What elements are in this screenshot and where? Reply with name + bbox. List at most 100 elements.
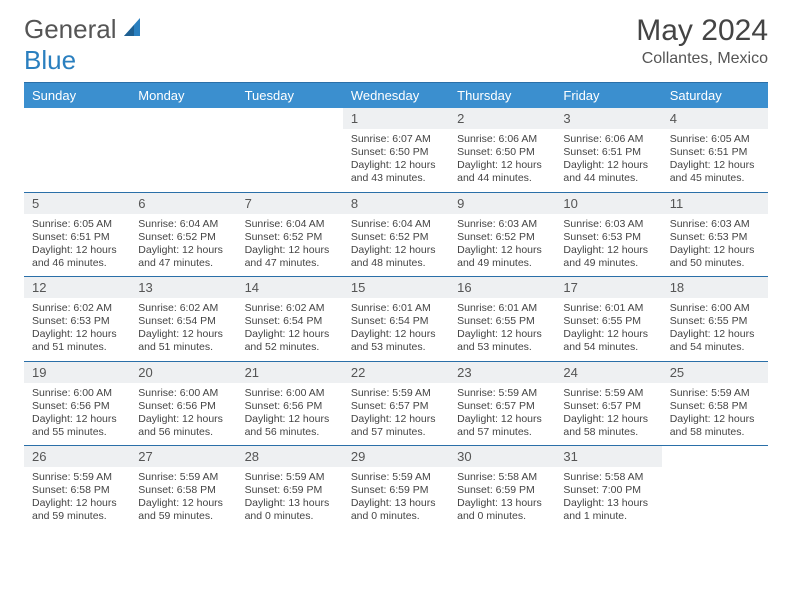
weekday-header: Thursday bbox=[449, 83, 555, 109]
day-line: Sunset: 6:55 PM bbox=[670, 315, 760, 328]
day-number: 12 bbox=[24, 277, 130, 298]
day-number: 1 bbox=[343, 108, 449, 129]
day-content: Sunrise: 6:06 AMSunset: 6:50 PMDaylight:… bbox=[449, 129, 555, 192]
calendar-day-cell: 27Sunrise: 5:59 AMSunset: 6:58 PMDayligh… bbox=[130, 446, 236, 530]
day-line: Daylight: 12 hours and 46 minutes. bbox=[32, 244, 122, 270]
day-line: Sunset: 6:52 PM bbox=[245, 231, 335, 244]
brand-logo: General Blue bbox=[24, 14, 146, 76]
day-number: 10 bbox=[555, 193, 661, 214]
day-content bbox=[24, 114, 130, 170]
day-content: Sunrise: 6:00 AMSunset: 6:56 PMDaylight:… bbox=[24, 383, 130, 446]
day-number: 26 bbox=[24, 446, 130, 467]
day-content: Sunrise: 6:03 AMSunset: 6:52 PMDaylight:… bbox=[449, 214, 555, 277]
day-line: Sunset: 6:56 PM bbox=[245, 400, 335, 413]
day-content: Sunrise: 6:04 AMSunset: 6:52 PMDaylight:… bbox=[343, 214, 449, 277]
day-line: Sunrise: 5:58 AM bbox=[457, 471, 547, 484]
day-line: Sunset: 6:58 PM bbox=[670, 400, 760, 413]
weekday-header: Friday bbox=[555, 83, 661, 109]
day-number: 17 bbox=[555, 277, 661, 298]
day-number: 16 bbox=[449, 277, 555, 298]
day-line: Daylight: 12 hours and 53 minutes. bbox=[351, 328, 441, 354]
day-line: Sunrise: 5:59 AM bbox=[351, 387, 441, 400]
day-content: Sunrise: 5:59 AMSunset: 6:58 PMDaylight:… bbox=[24, 467, 130, 530]
day-line: Sunrise: 5:59 AM bbox=[32, 471, 122, 484]
day-number: 13 bbox=[130, 277, 236, 298]
day-line: Daylight: 12 hours and 57 minutes. bbox=[457, 413, 547, 439]
calendar-day-cell: 4Sunrise: 6:05 AMSunset: 6:51 PMDaylight… bbox=[662, 108, 768, 192]
day-line: Sunrise: 6:00 AM bbox=[245, 387, 335, 400]
day-line: Sunrise: 5:59 AM bbox=[563, 387, 653, 400]
day-line: Sunset: 6:55 PM bbox=[563, 315, 653, 328]
day-line: Daylight: 12 hours and 44 minutes. bbox=[563, 159, 653, 185]
day-content: Sunrise: 5:58 AMSunset: 7:00 PMDaylight:… bbox=[555, 467, 661, 530]
calendar-day-cell: 9Sunrise: 6:03 AMSunset: 6:52 PMDaylight… bbox=[449, 192, 555, 277]
day-line: Daylight: 13 hours and 0 minutes. bbox=[245, 497, 335, 523]
day-line: Daylight: 12 hours and 47 minutes. bbox=[138, 244, 228, 270]
calendar-day-cell: 25Sunrise: 5:59 AMSunset: 6:58 PMDayligh… bbox=[662, 361, 768, 446]
day-content: Sunrise: 6:01 AMSunset: 6:54 PMDaylight:… bbox=[343, 298, 449, 361]
day-line: Daylight: 12 hours and 56 minutes. bbox=[245, 413, 335, 439]
day-number: 28 bbox=[237, 446, 343, 467]
day-content bbox=[237, 114, 343, 170]
day-content: Sunrise: 6:01 AMSunset: 6:55 PMDaylight:… bbox=[555, 298, 661, 361]
calendar-day-cell: 26Sunrise: 5:59 AMSunset: 6:58 PMDayligh… bbox=[24, 446, 130, 530]
calendar-day-cell: 11Sunrise: 6:03 AMSunset: 6:53 PMDayligh… bbox=[662, 192, 768, 277]
day-line: Sunrise: 6:06 AM bbox=[563, 133, 653, 146]
day-line: Sunset: 6:55 PM bbox=[457, 315, 547, 328]
day-line: Daylight: 12 hours and 51 minutes. bbox=[32, 328, 122, 354]
day-line: Sunset: 6:52 PM bbox=[351, 231, 441, 244]
day-line: Daylight: 12 hours and 58 minutes. bbox=[563, 413, 653, 439]
day-line: Sunset: 6:56 PM bbox=[138, 400, 228, 413]
day-content: Sunrise: 5:59 AMSunset: 6:58 PMDaylight:… bbox=[130, 467, 236, 530]
brand-text: General Blue bbox=[24, 14, 146, 76]
calendar-week-row: 5Sunrise: 6:05 AMSunset: 6:51 PMDaylight… bbox=[24, 192, 768, 277]
day-line: Sunset: 6:57 PM bbox=[351, 400, 441, 413]
day-line: Sunrise: 6:02 AM bbox=[245, 302, 335, 315]
calendar-week-row: 26Sunrise: 5:59 AMSunset: 6:58 PMDayligh… bbox=[24, 446, 768, 530]
weekday-header: Wednesday bbox=[343, 83, 449, 109]
day-number: 5 bbox=[24, 193, 130, 214]
page-title: May 2024 bbox=[636, 14, 768, 48]
day-line: Daylight: 13 hours and 0 minutes. bbox=[351, 497, 441, 523]
day-content: Sunrise: 6:05 AMSunset: 6:51 PMDaylight:… bbox=[662, 129, 768, 192]
day-number: 9 bbox=[449, 193, 555, 214]
day-line: Daylight: 12 hours and 50 minutes. bbox=[670, 244, 760, 270]
day-content: Sunrise: 6:04 AMSunset: 6:52 PMDaylight:… bbox=[237, 214, 343, 277]
day-line: Daylight: 13 hours and 0 minutes. bbox=[457, 497, 547, 523]
title-block: May 2024 Collantes, Mexico bbox=[636, 14, 768, 68]
day-line: Daylight: 12 hours and 52 minutes. bbox=[245, 328, 335, 354]
day-line: Sunset: 6:59 PM bbox=[245, 484, 335, 497]
calendar-page: General Blue May 2024 Collantes, Mexico … bbox=[0, 0, 792, 540]
calendar-day-cell: 23Sunrise: 5:59 AMSunset: 6:57 PMDayligh… bbox=[449, 361, 555, 446]
day-content: Sunrise: 5:59 AMSunset: 6:57 PMDaylight:… bbox=[555, 383, 661, 446]
day-line: Daylight: 12 hours and 54 minutes. bbox=[563, 328, 653, 354]
day-number: 19 bbox=[24, 362, 130, 383]
day-content: Sunrise: 6:01 AMSunset: 6:55 PMDaylight:… bbox=[449, 298, 555, 361]
calendar-day-cell: 20Sunrise: 6:00 AMSunset: 6:56 PMDayligh… bbox=[130, 361, 236, 446]
sail-icon bbox=[124, 14, 146, 45]
day-line: Sunrise: 5:59 AM bbox=[351, 471, 441, 484]
day-number: 3 bbox=[555, 108, 661, 129]
weekday-header-row: SundayMondayTuesdayWednesdayThursdayFrid… bbox=[24, 83, 768, 109]
day-line: Sunrise: 5:59 AM bbox=[670, 387, 760, 400]
day-content: Sunrise: 5:59 AMSunset: 6:57 PMDaylight:… bbox=[449, 383, 555, 446]
day-content: Sunrise: 6:00 AMSunset: 6:55 PMDaylight:… bbox=[662, 298, 768, 361]
day-line: Sunset: 6:51 PM bbox=[670, 146, 760, 159]
day-line: Sunrise: 6:02 AM bbox=[138, 302, 228, 315]
calendar-day-cell: 1Sunrise: 6:07 AMSunset: 6:50 PMDaylight… bbox=[343, 108, 449, 192]
day-line: Daylight: 12 hours and 51 minutes. bbox=[138, 328, 228, 354]
day-line: Sunset: 6:59 PM bbox=[351, 484, 441, 497]
day-line: Sunrise: 6:00 AM bbox=[670, 302, 760, 315]
day-line: Sunset: 6:58 PM bbox=[32, 484, 122, 497]
day-line: Sunset: 6:59 PM bbox=[457, 484, 547, 497]
day-line: Sunset: 7:00 PM bbox=[563, 484, 653, 497]
day-line: Daylight: 12 hours and 59 minutes. bbox=[138, 497, 228, 523]
calendar-week-row: 19Sunrise: 6:00 AMSunset: 6:56 PMDayligh… bbox=[24, 361, 768, 446]
calendar-table: SundayMondayTuesdayWednesdayThursdayFrid… bbox=[24, 82, 768, 530]
calendar-day-cell: 6Sunrise: 6:04 AMSunset: 6:52 PMDaylight… bbox=[130, 192, 236, 277]
day-line: Sunset: 6:52 PM bbox=[457, 231, 547, 244]
day-line: Daylight: 12 hours and 59 minutes. bbox=[32, 497, 122, 523]
day-content: Sunrise: 6:00 AMSunset: 6:56 PMDaylight:… bbox=[237, 383, 343, 446]
brand-part1: General bbox=[24, 14, 117, 44]
day-line: Sunset: 6:52 PM bbox=[138, 231, 228, 244]
